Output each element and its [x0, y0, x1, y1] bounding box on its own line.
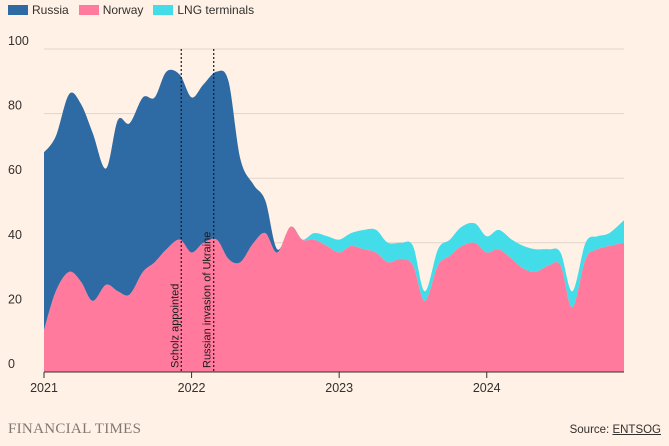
- y-tick-label-5: 100: [8, 34, 29, 48]
- x-tick-label-0: 2021: [30, 381, 58, 395]
- y-tick-label-4: 80: [8, 99, 22, 113]
- x-tick-label-1: 2022: [178, 381, 206, 395]
- legend-swatch-russia: [8, 5, 28, 15]
- legend-label-lng: LNG terminals: [177, 3, 255, 17]
- source-prefix: Source:: [569, 424, 613, 436]
- ft-logo: FINANCIAL TIMES: [8, 421, 142, 437]
- legend-swatch-lng: [153, 5, 174, 15]
- y-tick-label-1: 20: [8, 292, 22, 306]
- area-norway: [44, 226, 624, 372]
- legend-item-russia: Russia: [8, 3, 69, 17]
- area-lng-terminals: [44, 220, 624, 330]
- y-tick-label-3: 60: [8, 163, 22, 177]
- legend-label-norway: Norway: [102, 3, 144, 17]
- chart-legend: Russia Norway LNG terminals: [8, 3, 254, 17]
- y-tick-label-0: 0: [8, 357, 15, 371]
- legend-swatch-norway: [78, 5, 99, 15]
- legend-label-russia: Russia: [32, 3, 69, 17]
- y-tick-label-2: 40: [8, 228, 22, 242]
- stacked-area-chart: 0 20 40 60 80 100 2021 2022 2023 2024 Scholz appoi…: [8, 34, 624, 395]
- legend-item-lng: LNG terminals: [153, 3, 254, 17]
- annotation-label-0: Scholz appointed: [169, 284, 181, 368]
- source-note: Source: ENTSOG: [570, 424, 661, 436]
- annotation-label-1: Russian invasion of Ukraine: [202, 232, 214, 368]
- x-tick-label-2: 2023: [325, 381, 353, 395]
- source-link[interactable]: ENTSOG: [612, 424, 661, 436]
- legend-item-norway: Norway: [78, 3, 144, 17]
- area-russia: [44, 69, 624, 331]
- x-tick-label-3: 2024: [473, 381, 501, 395]
